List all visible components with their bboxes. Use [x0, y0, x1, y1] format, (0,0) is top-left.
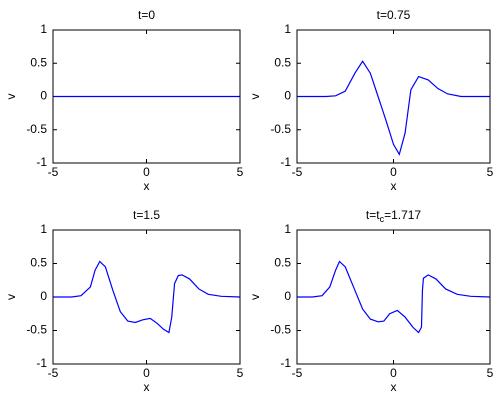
y-tick-label: 0 — [40, 89, 47, 103]
y-tick-label: -0.5 — [26, 323, 47, 337]
axes-frame — [52, 29, 241, 164]
y-tick-label: -1 — [280, 155, 291, 169]
y-tick-label: -1 — [36, 155, 47, 169]
x-tick-label: 0 — [390, 366, 397, 380]
x-axis-label: x — [144, 380, 150, 394]
y-tick-label: -0.5 — [270, 122, 291, 136]
data-line — [297, 260, 491, 334]
x-tick-label: -5 — [48, 165, 59, 179]
y-axis-label: v — [248, 294, 262, 300]
x-axis-label: x — [391, 380, 397, 394]
y-tick-label: 1 — [40, 222, 47, 236]
data-line — [53, 260, 241, 334]
x-tick-label: 0 — [143, 165, 150, 179]
x-tick-label: -5 — [292, 366, 303, 380]
y-tick-label: 0.5 — [274, 256, 291, 270]
x-tick-label: -5 — [48, 366, 59, 380]
y-tick-label: 0.5 — [30, 55, 47, 69]
chart-title: t=1.5 — [133, 208, 160, 222]
chart-title: t=0 — [138, 8, 155, 22]
y-axis-label: v — [4, 294, 18, 300]
x-tick-label: -5 — [292, 165, 303, 179]
axes-frame — [52, 229, 241, 365]
x-axis-label: x — [144, 179, 150, 193]
data-line — [297, 60, 490, 156]
x-axis-label: x — [391, 179, 397, 193]
x-tick-label: 0 — [390, 165, 397, 179]
y-tick-label: 0 — [284, 289, 291, 303]
y-tick-label: 0.5 — [274, 55, 291, 69]
y-tick-label: -0.5 — [270, 323, 291, 337]
axes-frame — [296, 229, 491, 365]
title-part: c — [380, 214, 385, 224]
y-tick-label: 1 — [284, 222, 291, 236]
y-axis-label: v — [4, 94, 18, 100]
y-tick-label: -0.5 — [26, 122, 47, 136]
x-tick-label: 5 — [237, 366, 244, 380]
y-tick-label: 0 — [40, 289, 47, 303]
y-tick-label: 0 — [284, 89, 291, 103]
chart-title: t=tc=1.717 — [366, 208, 422, 224]
title-part: =1.717 — [384, 208, 421, 222]
y-tick-label: 1 — [284, 22, 291, 36]
y-tick-label: 1 — [40, 22, 47, 36]
axes-frame — [296, 29, 491, 164]
x-tick-label: 5 — [487, 366, 494, 380]
x-tick-label: 0 — [143, 366, 150, 380]
title-part: t=t — [366, 208, 380, 222]
y-tick-label: -1 — [36, 356, 47, 370]
x-tick-label: 5 — [487, 165, 494, 179]
y-tick-label: 0.5 — [30, 256, 47, 270]
y-tick-label: -1 — [280, 356, 291, 370]
chart-title: t=0.75 — [377, 8, 411, 22]
y-axis-label: v — [248, 94, 262, 100]
x-tick-label: 5 — [237, 165, 244, 179]
